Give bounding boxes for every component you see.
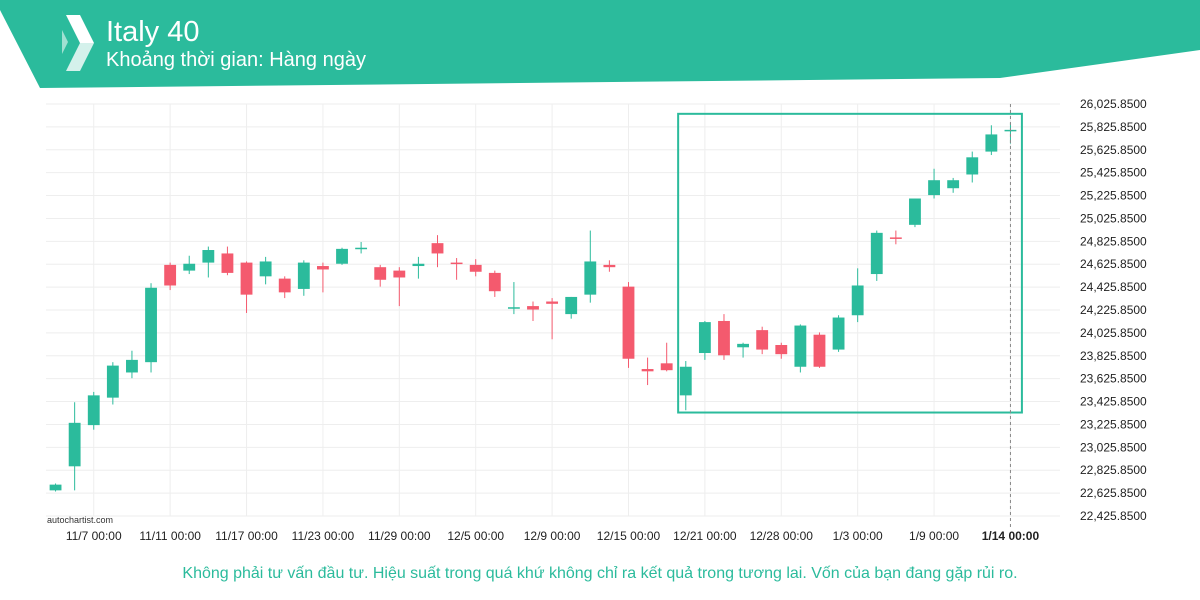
candle-body-bearish: [546, 301, 559, 304]
candle-body-bearish: [374, 267, 387, 280]
x-tick-label: 1/14 00:00: [982, 529, 1040, 543]
candle-body-bearish: [718, 320, 730, 356]
y-tick-label: 24,625.8500: [1080, 257, 1147, 271]
y-tick-label: 25,625.8500: [1080, 143, 1147, 157]
candle-body-bullish: [966, 157, 979, 175]
y-tick-label: 24,825.8500: [1080, 234, 1147, 248]
candle-body-bullish: [355, 247, 368, 250]
autochartist-logo-icon: [62, 15, 94, 71]
chart-overlay: [677, 104, 1023, 528]
candle-body-bullish: [336, 248, 348, 264]
y-tick-label: 23,425.8500: [1080, 395, 1147, 409]
x-tick-label: 12/5 00:00: [447, 529, 504, 543]
instrument-title: Italy 40: [106, 16, 200, 48]
y-tick-label: 23,025.8500: [1080, 440, 1147, 454]
y-tick-label: 24,425.8500: [1080, 280, 1147, 294]
candle-body-bearish: [889, 237, 902, 239]
y-tick-label: 23,825.8500: [1080, 349, 1147, 363]
candle-body-bearish: [660, 363, 673, 371]
candle-body-bullish: [870, 232, 883, 275]
timeframe-subtitle: Khoảng thời gian: Hàng ngày: [106, 49, 366, 71]
candle-body-bearish: [317, 266, 329, 270]
x-tick-label: 12/9 00:00: [524, 529, 581, 543]
y-tick-label: 25,225.8500: [1080, 189, 1147, 203]
candle-body-bullish: [183, 263, 196, 271]
candle-body-bullish: [507, 307, 520, 309]
y-tick-label: 22,425.8500: [1080, 509, 1147, 523]
x-tick-label: 1/9 00:00: [909, 529, 959, 543]
header-background: [0, 0, 1200, 88]
y-tick-label: 25,825.8500: [1080, 120, 1147, 134]
candle-body-bearish: [469, 264, 482, 272]
candle-body-bearish: [393, 270, 406, 278]
candle-body-bearish: [641, 369, 654, 372]
y-tick-label: 23,225.8500: [1080, 417, 1147, 431]
candle-body-bullish: [832, 317, 845, 350]
y-tick-label: 26,025.8500: [1080, 97, 1147, 111]
chart-grid: [46, 103, 1060, 517]
candles: [49, 122, 1017, 492]
x-tick-label: 11/29 00:00: [368, 529, 431, 543]
candle-body-bullish: [679, 366, 692, 396]
candle-body-bullish: [909, 198, 921, 225]
y-tick-label: 22,625.8500: [1080, 486, 1147, 500]
disclaimer-text: Không phải tư vấn đầu tư. Hiệu suất tron…: [182, 565, 1018, 582]
pattern-box: [677, 112, 1023, 414]
candle-body-bearish: [278, 278, 291, 293]
candle-body-bearish: [240, 262, 253, 295]
x-tick-label: 11/23 00:00: [292, 529, 355, 543]
x-tick-label: 11/11 00:00: [139, 529, 201, 543]
candle-body-bearish: [450, 262, 463, 265]
candle-body-bullish: [584, 261, 597, 295]
x-tick-label: 12/28 00:00: [750, 529, 814, 543]
candle-body-bullish: [794, 325, 807, 367]
candle-body-bearish: [756, 330, 769, 350]
x-tick-label: 12/15 00:00: [597, 529, 661, 543]
candle-body-bullish: [297, 262, 310, 289]
candle-body-bullish: [412, 263, 425, 267]
candle-body-bearish: [221, 253, 234, 273]
x-tick-label: 1/3 00:00: [833, 529, 883, 543]
candle-body-bullish: [68, 422, 81, 467]
candle-body-bullish: [947, 180, 960, 189]
candle-body-bearish: [164, 264, 177, 286]
x-tick-label: 12/21 00:00: [673, 529, 737, 543]
candle-body-bearish: [622, 286, 635, 359]
y-tick-label: 23,625.8500: [1080, 372, 1147, 386]
watermark-label: autochartist.com: [47, 515, 114, 525]
candle-body-bearish: [813, 334, 826, 367]
y-tick-label: 25,025.8500: [1080, 211, 1147, 225]
candle-body-bullish: [851, 285, 864, 316]
candle-body-bearish: [431, 243, 444, 254]
candle-body-bullish: [565, 296, 578, 315]
candle-body-bearish: [527, 306, 539, 310]
x-axis: 11/7 00:00 11/11 00:00 11/17 00:00 11/23 00…: [66, 529, 1040, 543]
candle-body-bullish: [145, 287, 157, 363]
candle-body-bearish: [775, 345, 788, 355]
candle-body-bearish: [603, 264, 616, 268]
y-tick-label: 24,025.8500: [1080, 326, 1147, 340]
candle-body-bullish: [737, 343, 749, 348]
candle-body-bullish: [106, 365, 119, 398]
y-tick-label: 24,225.8500: [1080, 303, 1147, 317]
x-tick-label: 11/17 00:00: [215, 529, 278, 543]
candle-body-bullish: [49, 484, 62, 491]
x-tick-label: 11/7 00:00: [66, 529, 122, 543]
y-tick-label: 25,425.8500: [1080, 166, 1147, 180]
candle-body-bullish: [202, 250, 215, 263]
y-axis: 26,025.8500 25,825.8500 25,625.8500 25,425.…: [1080, 97, 1147, 523]
candle-body-bullish: [698, 322, 711, 354]
candle-body-bullish: [928, 180, 940, 196]
candle-body-bullish: [259, 261, 272, 277]
candle-body-bearish: [488, 272, 501, 292]
y-tick-label: 22,825.8500: [1080, 463, 1147, 477]
header-band: [0, 0, 1200, 88]
candle-body-bullish: [985, 134, 998, 152]
candle-body-bullish: [126, 359, 138, 373]
candle-body-bullish: [87, 395, 100, 426]
header-banner: Italy 40 Khoảng thời gian: Hàng ngày: [0, 0, 1200, 90]
